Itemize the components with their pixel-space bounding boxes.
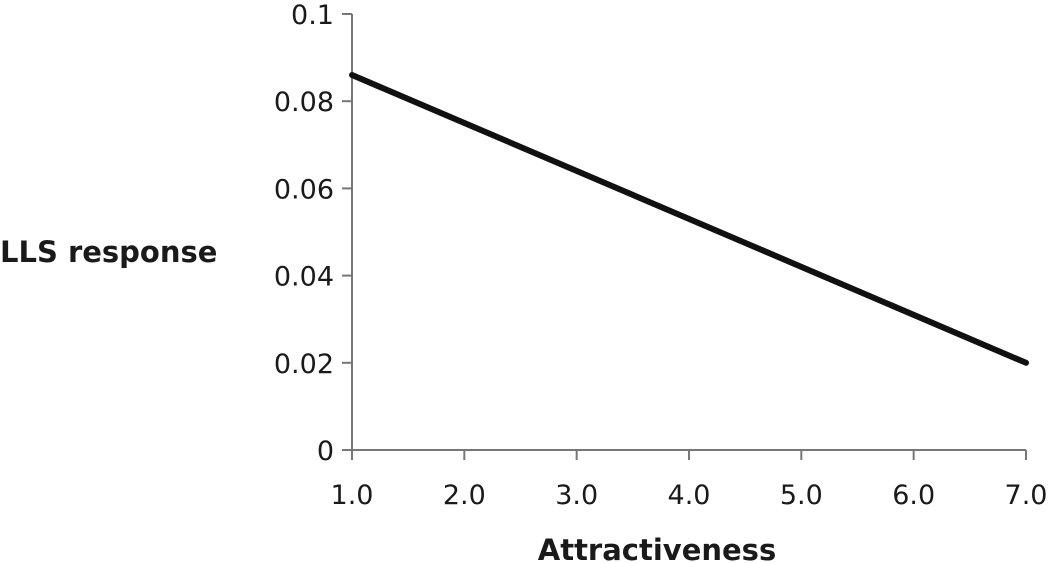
y-tick-label: 0.08 [274, 87, 334, 118]
y-tick-label: 0 [317, 436, 334, 467]
y-tick-label: 0.06 [274, 174, 334, 205]
x-tick-label: 1.0 [331, 480, 374, 511]
x-tick-label: 3.0 [555, 480, 598, 511]
y-tick-label: 0.02 [274, 349, 334, 380]
x-tick-label: 7.0 [1005, 480, 1048, 511]
x-axis-title: Attractiveness [538, 533, 776, 563]
x-tick-label: 5.0 [780, 480, 823, 511]
x-tick-label: 2.0 [443, 480, 486, 511]
series-line-0 [349, 72, 1029, 366]
x-tick-label: 6.0 [892, 480, 935, 511]
series-layer [349, 72, 1029, 366]
x-axis-ticks: 1.0 2.0 3.0 4.0 5.0 6.0 7.0 [331, 450, 1048, 511]
y-tick-label: 0.1 [291, 0, 334, 31]
y-axis-title: LLS response [0, 235, 217, 269]
x-tick-label: 4.0 [668, 480, 711, 511]
y-tick-label: 0.04 [274, 262, 334, 293]
y-axis-ticks: 0 0.02 0.04 0.06 0.08 0.1 [274, 0, 352, 467]
